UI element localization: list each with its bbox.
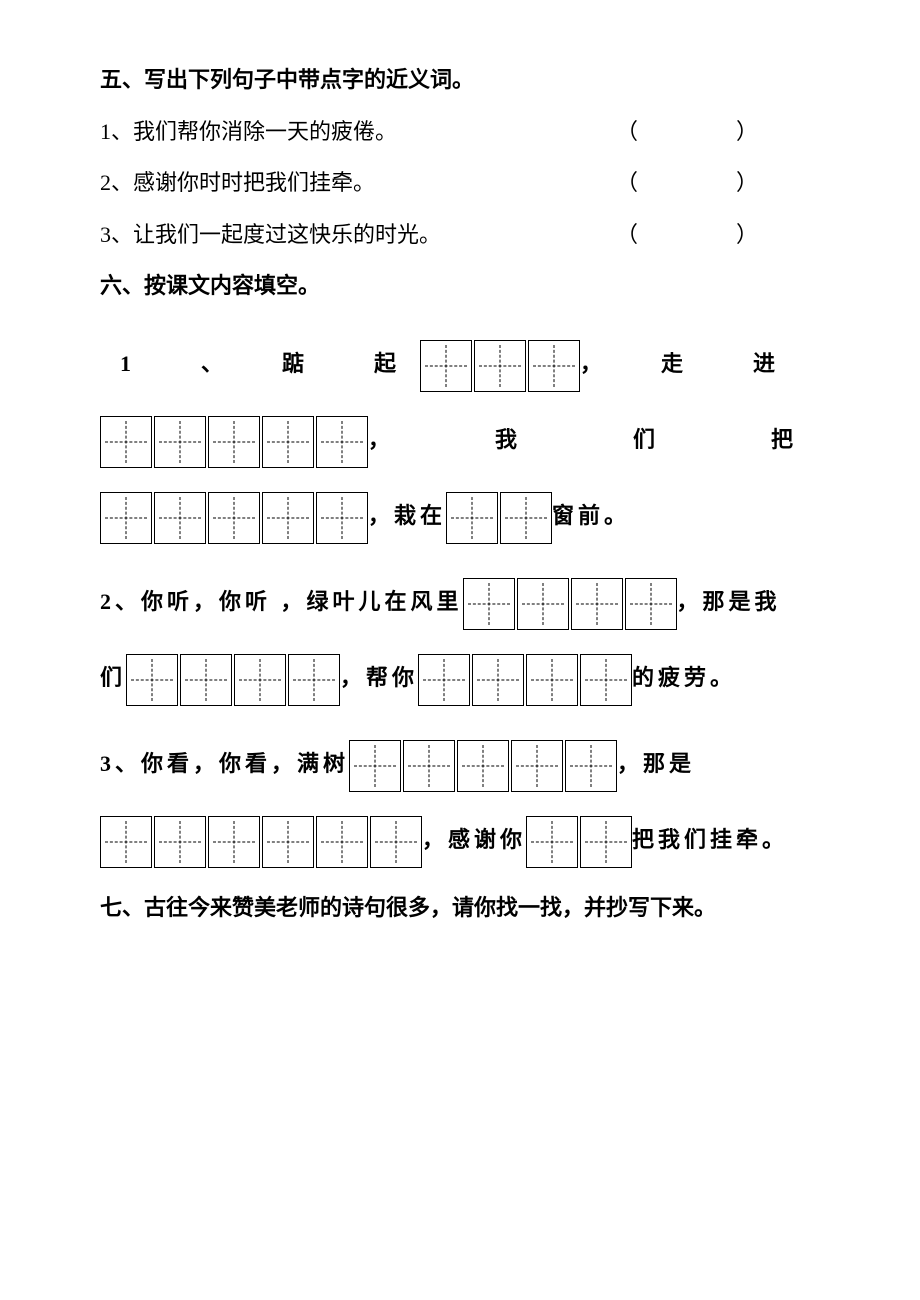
char-box[interactable] — [208, 492, 260, 544]
char-box[interactable] — [565, 740, 617, 792]
q5-1-text: 我们帮你消除一天的疲倦。 — [133, 112, 397, 152]
char-box[interactable] — [154, 492, 206, 544]
char-box[interactable] — [580, 654, 632, 706]
char-box[interactable] — [457, 740, 509, 792]
char-box[interactable] — [180, 654, 232, 706]
section7-heading: 七、古往今来赞美老师的诗句很多，请你找一找，并抄写下来。 — [100, 888, 820, 928]
q6-1-row3: ，栽在 窗前。 — [100, 488, 820, 544]
char-box[interactable] — [126, 654, 178, 706]
q5-item-1: 1、 我们帮你消除一天的疲倦。 （ ） — [100, 112, 820, 152]
q5-1-num: 1、 — [100, 112, 133, 152]
q6-2-row2: 们 ，帮你 的疲劳。 — [100, 650, 820, 706]
q6-3-row2: ，感谢你 把我们挂牵。 — [100, 812, 820, 868]
q6-1-r3-suffix: 窗前。 — [552, 488, 630, 544]
q6-3-r1-boxes[interactable] — [349, 740, 617, 792]
char-box[interactable] — [208, 416, 260, 468]
char-box[interactable] — [288, 654, 340, 706]
q5-3-text: 让我们一起度过这快乐的时光。 — [133, 215, 441, 255]
char-box[interactable] — [474, 340, 526, 392]
char-box[interactable] — [463, 578, 515, 630]
q6-1-r1-boxes[interactable] — [420, 340, 580, 392]
char-box[interactable] — [446, 492, 498, 544]
char-box[interactable] — [370, 816, 422, 868]
char-box[interactable] — [403, 740, 455, 792]
char-box[interactable] — [500, 492, 552, 544]
q5-3-num: 3、 — [100, 215, 133, 255]
q6-1-r3-boxes-b[interactable] — [446, 492, 552, 544]
char-box[interactable] — [349, 740, 401, 792]
char-box[interactable] — [234, 654, 286, 706]
char-box[interactable] — [526, 816, 578, 868]
char-box[interactable] — [528, 340, 580, 392]
q5-item-3: 3、 让我们一起度过这快乐的时光。 （ ） — [100, 215, 820, 255]
char-box[interactable] — [625, 578, 677, 630]
q5-1-blank[interactable]: （ ） — [616, 112, 760, 152]
q6-1-row1: 1 、 踮 起 ， 走 进 — [120, 336, 820, 392]
q6-1-row2: ， 我 们 把 — [100, 412, 820, 468]
q6-1-r1-prefix: 1 、 踮 起 — [120, 336, 420, 392]
char-box[interactable] — [100, 816, 152, 868]
char-box[interactable] — [418, 654, 470, 706]
q6-3-r1-prefix: 3、你看，你看，满树 — [100, 736, 349, 792]
q6-3-r2-mid: ，感谢你 — [422, 812, 526, 868]
char-box[interactable] — [100, 492, 152, 544]
q6-2-r1-boxes[interactable] — [463, 578, 677, 630]
q6-3-r2-boxes-b[interactable] — [526, 816, 632, 868]
char-box[interactable] — [208, 816, 260, 868]
char-box[interactable] — [262, 416, 314, 468]
char-box[interactable] — [517, 578, 569, 630]
q6-2-row1: 2、你听，你听 ，绿叶儿在风里 ，那是我 — [100, 574, 820, 630]
char-box[interactable] — [571, 578, 623, 630]
q5-item-2: 2、 感谢你时时把我们挂牵。 （ ） — [100, 163, 820, 203]
q6-1-r3-mid: ，栽在 — [368, 488, 446, 544]
q6-2-r2-boxes-b[interactable] — [418, 654, 632, 706]
q6-2-r1-suffix: ，那是我 — [677, 574, 781, 630]
q5-3-blank[interactable]: （ ） — [616, 215, 760, 255]
char-box[interactable] — [316, 492, 368, 544]
char-box[interactable] — [316, 416, 368, 468]
section5-heading: 五、写出下列句子中带点字的近义词。 — [100, 60, 820, 100]
q6-1-r2-mid: ， 我 们 把 — [368, 412, 817, 468]
q6-2-r2-suffix: 的疲劳。 — [632, 650, 736, 706]
char-box[interactable] — [472, 654, 524, 706]
q6-1-r1-suffix: ， 走 进 — [580, 336, 799, 392]
q5-2-blank[interactable]: （ ） — [616, 163, 760, 203]
char-box[interactable] — [262, 816, 314, 868]
q6-1-r3-boxes-a[interactable] — [100, 492, 368, 544]
q6-1-r2-boxes[interactable] — [100, 416, 368, 468]
char-box[interactable] — [526, 654, 578, 706]
q6-3-r2-suffix: 把我们挂牵。 — [632, 812, 788, 868]
q5-2-text: 感谢你时时把我们挂牵。 — [133, 163, 375, 203]
q6-3-r1-suffix: ，那是 — [617, 736, 695, 792]
q6-2-r2-prefix: 们 — [100, 650, 126, 706]
char-box[interactable] — [154, 416, 206, 468]
q6-3-r2-boxes-a[interactable] — [100, 816, 422, 868]
section6-heading: 六、按课文内容填空。 — [100, 266, 820, 306]
q6-2-r2-boxes-a[interactable] — [126, 654, 340, 706]
char-box[interactable] — [316, 816, 368, 868]
char-box[interactable] — [580, 816, 632, 868]
char-box[interactable] — [511, 740, 563, 792]
char-box[interactable] — [420, 340, 472, 392]
char-box[interactable] — [154, 816, 206, 868]
q6-2-r1-prefix: 2、你听，你听 ，绿叶儿在风里 — [100, 574, 463, 630]
char-box[interactable] — [262, 492, 314, 544]
q6-2-r2-mid: ，帮你 — [340, 650, 418, 706]
q5-2-num: 2、 — [100, 163, 133, 203]
q6-3-row1: 3、你看，你看，满树 ，那是 — [100, 736, 820, 792]
char-box[interactable] — [100, 416, 152, 468]
